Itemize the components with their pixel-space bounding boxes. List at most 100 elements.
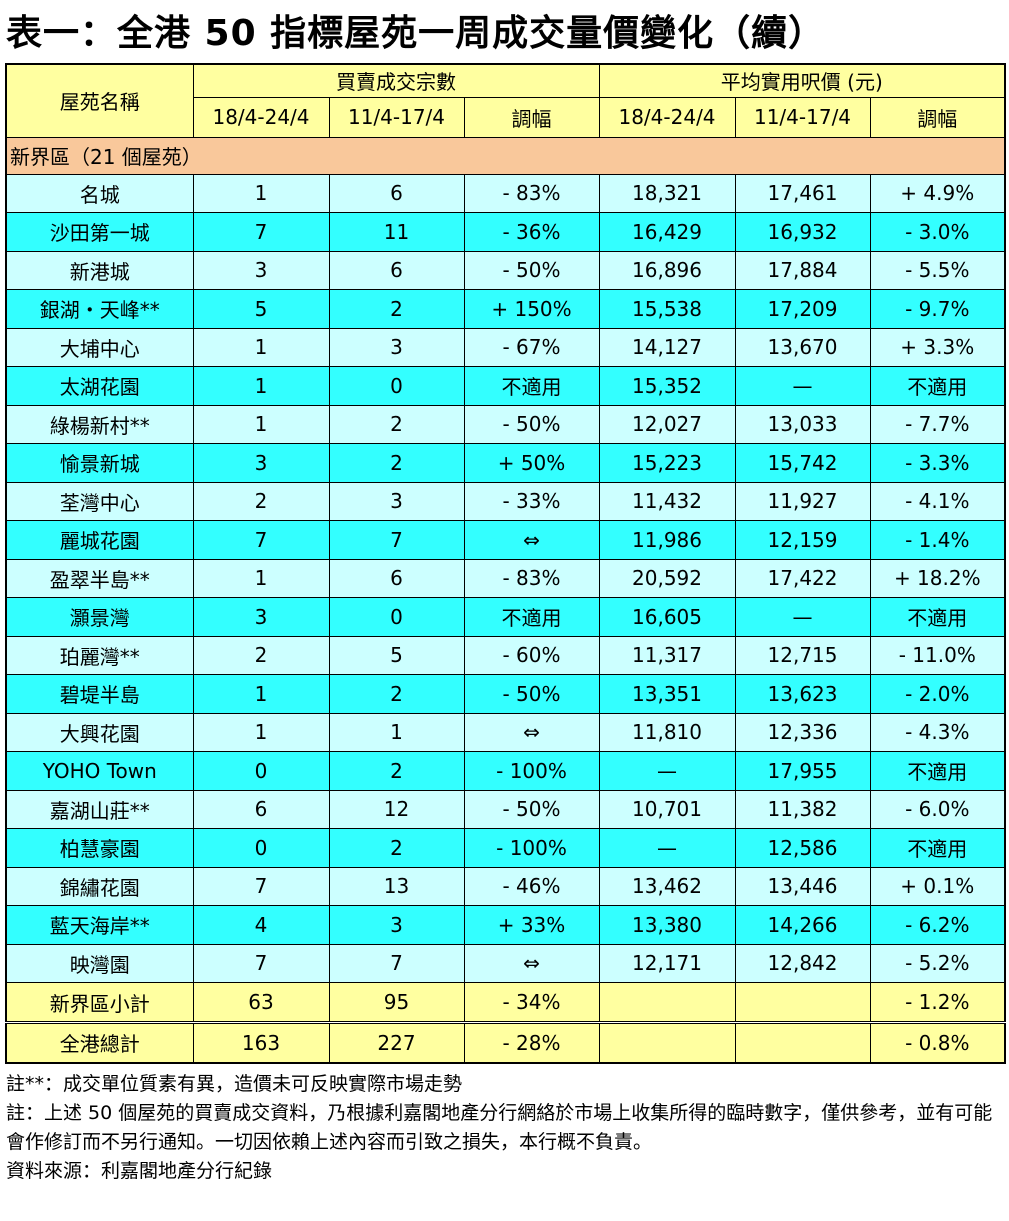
cell: - 50%	[463, 674, 600, 714]
data-table: 屋苑名稱 買賣成交宗數 平均實用呎價 (元) 18/4-24/4 11/4-17/4 調幅…	[5, 63, 1007, 1064]
estate-name: 大埔中心	[5, 327, 194, 367]
cell: 11,382	[734, 789, 871, 829]
summary-label: 新界區小計	[5, 982, 194, 1023]
header-subcolumn: 調幅	[463, 96, 600, 138]
cell: —	[734, 366, 871, 406]
cell: 1	[192, 674, 330, 714]
cell: - 83%	[463, 173, 600, 213]
cell: - 2.0%	[869, 674, 1006, 714]
cell: 14,127	[598, 327, 736, 367]
cell: 95	[328, 982, 465, 1023]
cell: 2	[328, 404, 465, 444]
cell: 163	[192, 1021, 330, 1063]
estate-name: 綠楊新村**	[5, 404, 194, 444]
cell: 6	[328, 250, 465, 290]
data-row: 綠楊新村** 1 2- 50% 12,027 13,033- 7.7%	[5, 404, 1006, 444]
cell: 15,742	[734, 443, 871, 483]
cell: 13,351	[598, 674, 736, 714]
estate-name: 銀湖・天峰**	[5, 289, 194, 329]
cell: 13,462	[598, 866, 736, 906]
estate-name: 盈翠半島**	[5, 558, 194, 598]
cell: - 50%	[463, 789, 600, 829]
cell: 12	[328, 789, 465, 829]
cell: 0	[192, 751, 330, 791]
estate-name: 麗城花園	[5, 520, 194, 560]
cell	[734, 1021, 871, 1063]
cell: - 0.8%	[869, 1021, 1006, 1063]
summary-row: 全港總計 163 227- 28% - 0.8%	[5, 1021, 1006, 1063]
cell: 11,432	[598, 481, 736, 521]
note: 註**：成交單位質素有異，造價未可反映實際市場走勢	[6, 1073, 463, 1095]
cell: 13,033	[734, 404, 871, 444]
cell: 13,623	[734, 674, 871, 714]
cell: - 60%	[463, 635, 600, 675]
cell: 16,429	[598, 212, 736, 252]
cell: 11,986	[598, 520, 736, 560]
cell: 16,896	[598, 250, 736, 290]
cell: - 34%	[463, 982, 600, 1023]
estate-name: 灝景灣	[5, 597, 194, 637]
data-row: 碧堤半島 1 2- 50% 13,351 13,623- 2.0%	[5, 674, 1006, 714]
cell: + 150%	[463, 289, 600, 329]
cell: 1	[192, 712, 330, 752]
data-row: 麗城花園 7 7 ⇔ 11,986 12,159- 1.4%	[5, 520, 1006, 560]
cell: 2	[328, 674, 465, 714]
cell: ⇔	[463, 943, 600, 983]
estate-name: 太湖花園	[5, 366, 194, 406]
cell: - 67%	[463, 327, 600, 367]
header-cell: 屋苑名稱	[5, 63, 194, 138]
summary-row: 新界區小計 63 95- 34% - 1.2%	[5, 982, 1006, 1023]
note: 資料來源：利嘉閣地產分行紀錄	[6, 1160, 273, 1182]
header-row: 18/4-24/4 11/4-17/4 調幅 18/4-24/4 11/4-17/4 調幅	[6, 96, 1006, 138]
data-row: 柏慧豪園 0 2- 100% —12,586 不適用	[5, 828, 1006, 868]
cell: 2	[328, 751, 465, 791]
cell: ⇔	[463, 712, 600, 752]
header-subcolumn: 調幅	[869, 96, 1006, 138]
data-row: 盈翠半島** 1 6- 83% 20,592 17,422 + 18.2%	[5, 558, 1006, 598]
cell: 5	[192, 289, 330, 329]
cell: - 6.0%	[869, 789, 1006, 829]
data-row: 藍天海岸** 4 3 + 33% 13,380 14,266- 6.2%	[5, 905, 1006, 945]
cell: 17,461	[734, 173, 871, 213]
data-row: 灝景灣 3 0 不適用 16,605— 不適用	[5, 597, 1006, 637]
cell: 1	[192, 366, 330, 406]
header-group: 買賣成交宗數	[192, 63, 600, 98]
cell: + 33%	[463, 905, 600, 945]
data-row: 錦繡花園 7 13- 46% 13,462 13,446 + 0.1%	[5, 866, 1006, 906]
cell: 18,321	[598, 173, 736, 213]
data-row: 荃灣中心 2 3- 33% 11,432 11,927- 4.1%	[5, 481, 1006, 521]
data-row: 愉景新城 3 2 + 50% 15,223 15,742- 3.3%	[5, 443, 1006, 483]
cell: 15,352	[598, 366, 736, 406]
cell: - 7.7%	[869, 404, 1006, 444]
cell: - 4.3%	[869, 712, 1006, 752]
cell: 4	[192, 905, 330, 945]
cell: - 3.0%	[869, 212, 1006, 252]
header-group: 平均實用呎價 (元)	[598, 63, 1006, 98]
cell: —	[598, 751, 736, 791]
cell: 不適用	[463, 366, 600, 406]
data-row: 大埔中心 1 3- 67% 14,127 13,670 + 3.3%	[5, 327, 1006, 367]
cell: 0	[328, 597, 465, 637]
cell: + 4.9%	[869, 173, 1006, 213]
estate-name: 映灣園	[5, 943, 194, 983]
cell	[598, 1021, 736, 1063]
cell: 2	[192, 635, 330, 675]
notes: 註**：成交單位質素有異，造價未可反映實際市場走勢 註：上述 50 個屋苑的買賣成…	[6, 1070, 1002, 1186]
cell: - 9.7%	[869, 289, 1006, 329]
cell: 13,670	[734, 327, 871, 367]
cell: 2	[192, 481, 330, 521]
section-row: 新界區（21 個屋苑）	[5, 136, 1006, 175]
estate-name: YOHO Town	[5, 751, 194, 791]
estate-name: 珀麗灣**	[5, 635, 194, 675]
estate-name: 荃灣中心	[5, 481, 194, 521]
cell: 12,027	[598, 404, 736, 444]
cell: - 3.3%	[869, 443, 1006, 483]
cell: 15,538	[598, 289, 736, 329]
header-subcolumn: 18/4-24/4	[598, 96, 736, 138]
cell: 227	[328, 1021, 465, 1063]
cell: 7	[192, 520, 330, 560]
cell: - 6.2%	[869, 905, 1006, 945]
cell: 20,592	[598, 558, 736, 598]
cell: 2	[328, 828, 465, 868]
estate-name: 嘉湖山莊**	[5, 789, 194, 829]
